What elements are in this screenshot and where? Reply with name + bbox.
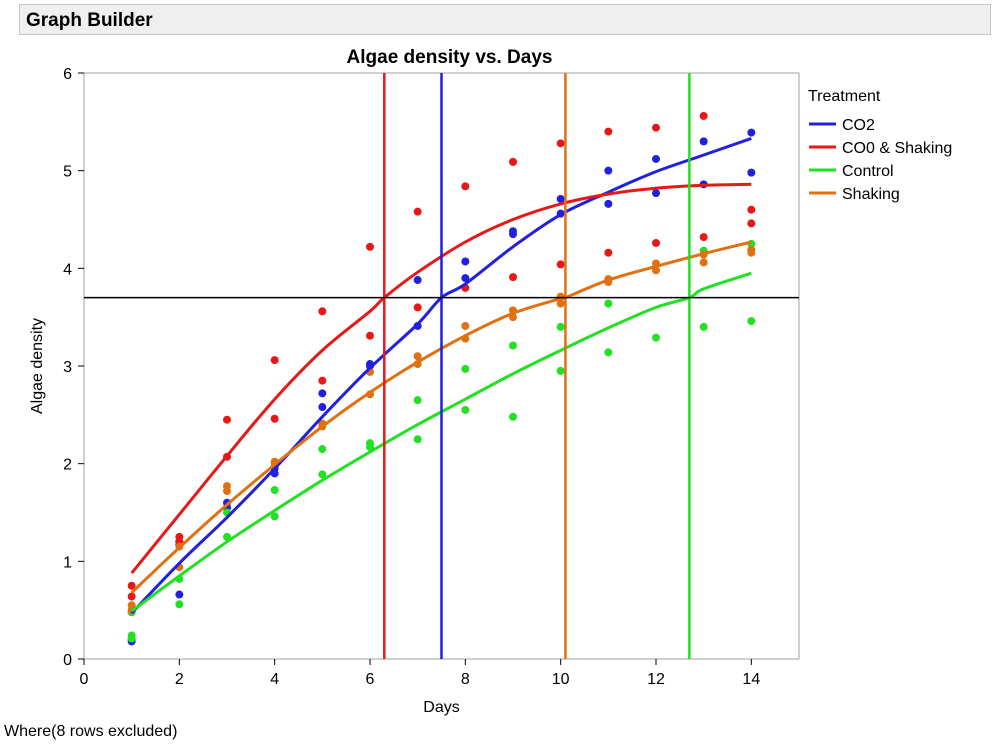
fit-curve: [130, 182, 752, 575]
data-point: [604, 348, 613, 357]
data-point: [127, 581, 136, 590]
data-point: [461, 274, 470, 283]
data-point: [747, 205, 756, 214]
legend-title: Treatment: [808, 88, 881, 105]
window-title: Graph Builder: [26, 10, 153, 31]
x-axis-label: Days: [423, 699, 459, 716]
data-point: [652, 189, 660, 198]
x-tick-label: 8: [461, 671, 470, 688]
x-tick-label: 6: [366, 671, 375, 688]
data-point: [604, 299, 613, 308]
data-point: [318, 307, 327, 316]
data-point: [318, 389, 327, 398]
data-point: [556, 322, 565, 331]
x-tick-label: 2: [175, 671, 184, 688]
x-tick-label: 10: [552, 671, 570, 688]
y-tick-label: 1: [63, 554, 72, 571]
data-point: [556, 260, 565, 269]
data-point: [604, 199, 613, 208]
data-point: [461, 364, 470, 373]
data-point: [509, 157, 517, 166]
data-point: [699, 258, 708, 267]
data-point: [223, 482, 231, 491]
x-tick-label: 4: [270, 671, 279, 688]
y-tick-label: 2: [63, 457, 72, 474]
data-point: [461, 182, 470, 191]
legend-label: Shaking: [842, 186, 900, 203]
data-point: [318, 445, 327, 454]
data-point: [604, 127, 613, 136]
data-point: [604, 248, 613, 257]
data-point: [175, 600, 184, 609]
data-point: [509, 341, 517, 350]
data-point: [556, 366, 565, 375]
data-point: [366, 331, 374, 340]
data-point: [652, 123, 660, 132]
data-point: [270, 512, 279, 521]
data-point: [604, 166, 613, 175]
data-point: [413, 435, 422, 444]
graph-builder-header: Graph Builder: [19, 4, 991, 35]
y-tick-label: 5: [63, 164, 72, 181]
data-point: [413, 396, 422, 405]
data-point: [747, 168, 756, 177]
data-point: [652, 154, 660, 163]
data-point: [699, 111, 708, 120]
fit-curve: [130, 136, 752, 615]
x-tick-label: 12: [647, 671, 665, 688]
data-point: [270, 356, 279, 365]
legend-label: CO2: [842, 117, 875, 134]
data-point: [747, 128, 756, 137]
data-point: [461, 257, 470, 266]
data-point: [175, 590, 184, 599]
data-point: [652, 333, 660, 342]
data-point: [366, 242, 374, 251]
y-tick-label: 0: [63, 652, 72, 669]
data-point: [413, 207, 422, 216]
data-point: [413, 352, 422, 361]
data-point: [175, 532, 184, 541]
data-point: [270, 486, 279, 495]
data-point: [509, 412, 517, 421]
y-tick-label: 6: [63, 66, 72, 83]
data-point: [509, 227, 517, 236]
data-point: [556, 139, 565, 148]
data-point: [556, 194, 565, 203]
data-point: [413, 276, 422, 285]
data-point: [699, 233, 708, 242]
chart-title: Algae density vs. Days: [347, 47, 553, 68]
data-point: [318, 403, 327, 412]
x-tick-label: 14: [742, 671, 760, 688]
data-point: [652, 238, 660, 247]
data-point: [699, 322, 708, 331]
fit-curve: [130, 271, 752, 613]
data-point: [127, 592, 136, 601]
data-point: [127, 601, 136, 610]
data-point: [699, 137, 708, 146]
data-point: [461, 321, 470, 330]
data-point: [413, 303, 422, 312]
y-axis-label: Algae density: [29, 318, 46, 414]
data-point: [556, 299, 565, 308]
legend-label: CO0 & Shaking: [842, 140, 952, 157]
data-point: [270, 414, 279, 423]
y-tick-label: 3: [63, 359, 72, 376]
data-point: [366, 439, 374, 448]
data-point: [461, 405, 470, 414]
fit-curve: [130, 240, 752, 594]
data-point: [318, 376, 327, 385]
legend-label: Control: [842, 163, 894, 180]
x-tick-label: 0: [80, 671, 89, 688]
data-point: [509, 273, 517, 282]
data-point: [127, 631, 136, 640]
footnote: Where(8 rows excluded): [4, 723, 178, 740]
data-point: [318, 470, 327, 479]
data-point: [223, 415, 231, 424]
y-tick-label: 4: [63, 261, 72, 278]
data-point: [747, 219, 756, 228]
data-point: [747, 317, 756, 326]
data-point: [747, 245, 756, 254]
